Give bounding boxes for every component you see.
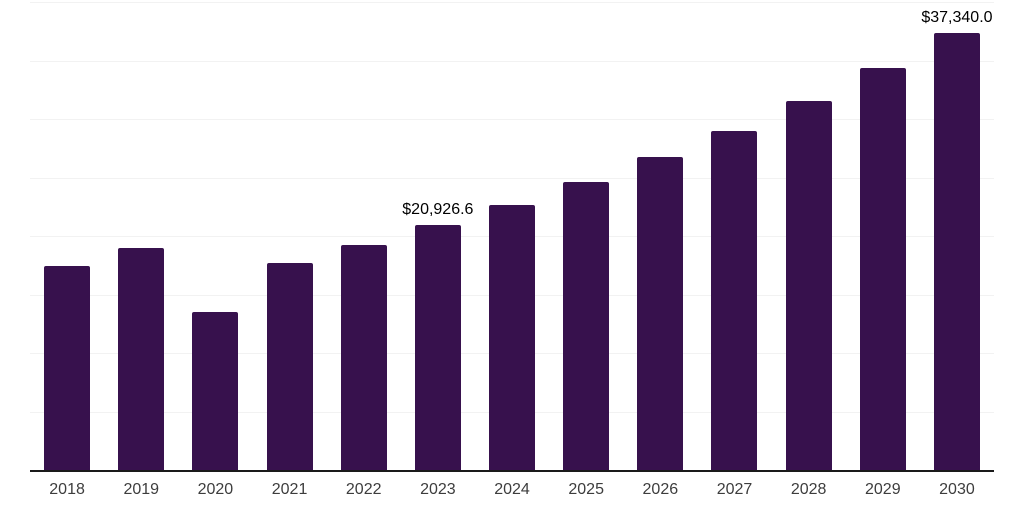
bar-group-2030: $37,340.0 [920,2,994,470]
x-tick-label-2027: 2027 [716,481,753,498]
bar-group-2028 [772,2,846,470]
x-tick-label-2024: 2024 [494,481,530,498]
bar-2020 [192,312,239,470]
x-tick-label-2029: 2029 [865,481,901,498]
bar-2021 [266,262,313,470]
bar-2027 [711,130,758,470]
bar-group-2027 [697,2,771,470]
bar-group-2025 [549,2,623,470]
plot-area: $20,926.6 $37,340.0 [30,2,994,472]
bar-2028 [785,100,832,470]
x-tick-label-2018: 2018 [49,481,85,498]
bar-2025 [563,181,610,470]
bar-group-2029 [846,2,920,470]
data-label-2030: $37,340.0 [921,9,993,27]
bar-group-2024 [475,2,549,470]
bar-2019 [118,247,165,470]
x-tick-label-2028: 2028 [790,481,827,498]
bar-group-2026 [623,2,697,470]
bar-2023 [414,225,461,470]
x-tick-label-2020: 2020 [197,481,234,498]
x-tick-label-2022: 2022 [345,481,382,498]
bar-2024 [489,205,536,470]
bar-group-2022 [327,2,401,470]
bar-2030 [933,33,980,470]
x-tick-label-2026: 2026 [642,481,679,498]
data-label-2023: $20,926.6 [402,201,474,219]
x-tick-label-2025: 2025 [568,481,604,498]
bar-2029 [859,68,906,470]
bar-2026 [637,156,684,470]
bar-group-2018 [30,2,104,470]
bar-group-2020 [178,2,252,470]
x-tick-label-2030: 2030 [939,481,975,498]
bar-2018 [44,266,91,470]
bar-group-2019 [104,2,178,470]
x-tick-label-2021: 2021 [271,481,308,498]
bar-2022 [340,244,387,470]
bar-group-2021 [252,2,326,470]
x-tick-label-2019: 2019 [123,481,160,498]
x-tick-label-2023: 2023 [420,481,456,498]
x-axis: 2018 2019 2020 2021 2022 2023 2024 2025 2026 2027… [30,481,994,499]
bar-group-2023: $20,926.6 [401,2,475,470]
